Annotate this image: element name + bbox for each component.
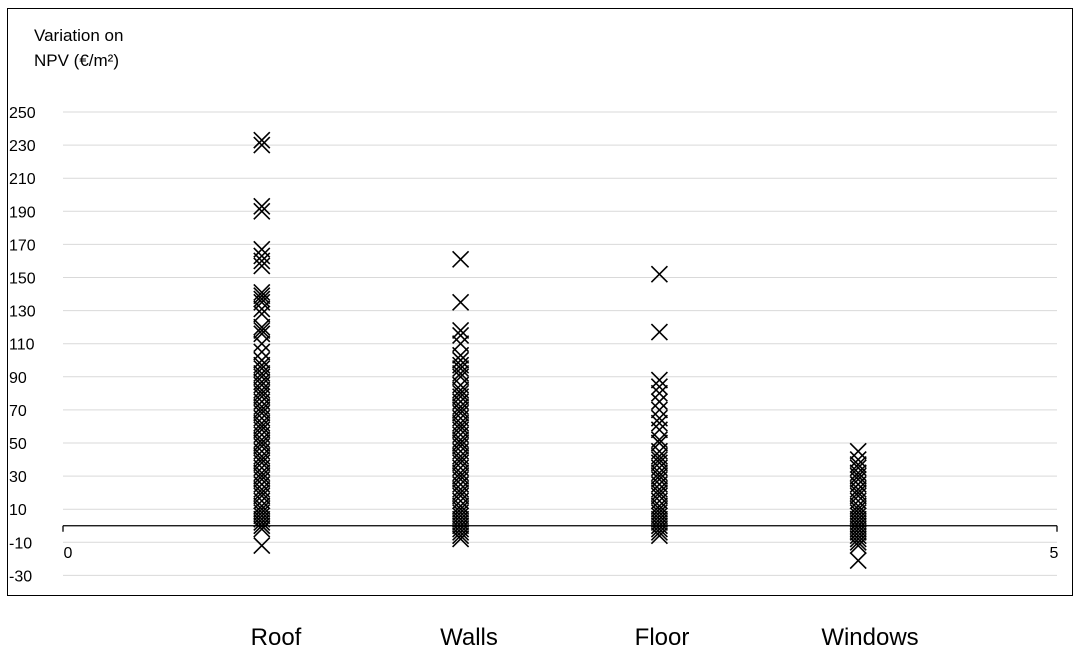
data-point-marker [849, 442, 867, 460]
data-point-marker [253, 467, 271, 485]
y-tick-label: 210 [9, 171, 36, 188]
data-point-marker [253, 450, 271, 469]
data-point-marker [849, 551, 867, 570]
data-point-marker [253, 257, 271, 275]
data-point-marker [253, 300, 271, 318]
data-point-marker [452, 384, 470, 402]
data-point-marker [452, 523, 470, 541]
data-point-marker [650, 265, 668, 283]
data-point-marker [849, 537, 867, 555]
data-point-marker [253, 321, 271, 340]
data-point-marker [650, 378, 668, 396]
data-point-marker [849, 450, 867, 469]
data-point-marker [452, 450, 470, 469]
data-point-marker [253, 136, 271, 154]
data-point-marker [253, 131, 271, 149]
data-point-marker [452, 401, 470, 419]
data-point-marker [253, 517, 271, 535]
data-point-marker [650, 520, 668, 538]
data-point-marker [650, 434, 668, 452]
data-point-marker [253, 287, 271, 305]
y-tick-label: 170 [9, 237, 36, 254]
data-point-marker [452, 530, 470, 548]
y-tick-label: 250 [9, 105, 36, 122]
data-point-marker [253, 434, 271, 452]
chart-area: Variation on NPV (€/m²) [7, 8, 1073, 596]
y-tick-label: 10 [9, 502, 27, 519]
y-tick-label: 70 [9, 403, 27, 420]
data-point-marker [650, 384, 668, 402]
data-point-marker [650, 467, 668, 485]
data-point-marker [253, 484, 271, 502]
data-point-marker [650, 371, 668, 389]
data-point-marker [452, 467, 470, 485]
data-point-marker [849, 533, 867, 551]
y-tick-label: 110 [9, 337, 35, 354]
x-tick-label: 5 [1050, 545, 1059, 562]
y-tick-label: 90 [9, 370, 27, 387]
category-label-walls: Walls [440, 624, 498, 651]
y-tick-label: 230 [9, 138, 36, 155]
data-point-marker [849, 530, 867, 548]
data-point-marker [253, 197, 271, 215]
data-point-marker [650, 523, 668, 541]
data-point-marker [849, 467, 867, 485]
data-point-marker [650, 401, 668, 419]
data-point-marker [253, 343, 271, 361]
data-point-marker [452, 351, 470, 369]
data-point-marker [650, 323, 668, 341]
data-point-marker [452, 417, 470, 436]
y-tick-label: 190 [9, 204, 36, 221]
data-point-marker [650, 450, 668, 469]
y-tick-label: -10 [9, 535, 32, 552]
data-point-marker [253, 252, 271, 270]
data-point-marker [253, 401, 271, 419]
data-point-marker [253, 318, 271, 336]
data-point-marker [452, 359, 470, 378]
data-point-marker [253, 359, 271, 378]
data-point-marker [650, 527, 668, 545]
category-label-windows: Windows [821, 624, 919, 651]
data-point-marker [452, 326, 470, 344]
y-tick-label: -30 [9, 568, 32, 585]
data-point-marker [650, 393, 668, 411]
data-point-marker [849, 484, 867, 502]
category-label-floor: Floor [634, 624, 690, 651]
data-point-marker [253, 202, 271, 220]
data-point-marker [253, 335, 271, 353]
data-point-marker [452, 527, 470, 545]
y-tick-label: 30 [9, 469, 27, 486]
data-point-marker [253, 520, 271, 538]
y-tick-label: 50 [9, 436, 27, 453]
data-point-marker [452, 368, 470, 386]
data-point-marker [452, 293, 470, 311]
data-point-marker [253, 537, 271, 555]
data-point-marker [452, 484, 470, 502]
data-point-marker [253, 513, 271, 532]
data-point-marker [253, 305, 271, 323]
data-point-marker [253, 351, 271, 369]
data-point-marker [452, 434, 470, 452]
data-point-marker [650, 484, 668, 502]
data-point-marker [253, 417, 271, 436]
y-axis-label-line-1: Variation on [34, 26, 124, 45]
data-point-marker [253, 368, 271, 386]
category-label-roof: Roof [250, 624, 302, 651]
x-tick-label: 0 [64, 545, 73, 562]
data-point-marker [650, 414, 668, 432]
y-tick-label: 150 [9, 271, 36, 288]
data-point-marker [253, 384, 271, 402]
y-tick-label: 130 [9, 304, 36, 321]
y-axis-label-line-2: NPV (€/m²) [34, 51, 119, 70]
data-point-marker [452, 321, 470, 340]
data-point-marker [452, 250, 470, 268]
